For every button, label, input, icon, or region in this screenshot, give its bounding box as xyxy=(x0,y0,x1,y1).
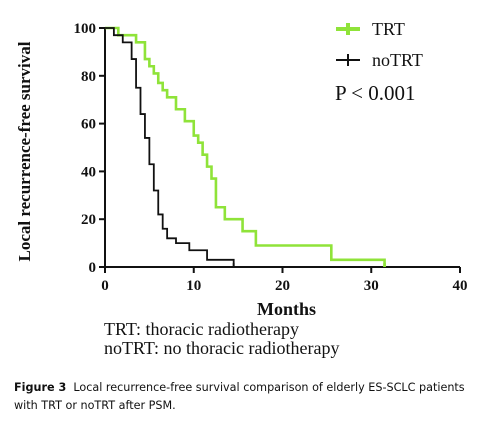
legend-label-trt: TRT xyxy=(372,19,405,39)
y-tick-label: 20 xyxy=(81,212,96,228)
y-tick-label: 60 xyxy=(81,117,96,133)
p-value-annotation: P < 0.001 xyxy=(335,81,416,105)
x-tick-label: 10 xyxy=(186,278,201,294)
survival-chart: 0 20 40 60 80 100 0 10 20 30 40 Months Local recurre… xyxy=(15,19,468,319)
x-tick-label: 40 xyxy=(453,278,468,294)
note-trt: TRT: thoracic radiotherapy xyxy=(104,319,299,339)
x-tick-label: 0 xyxy=(101,278,109,294)
y-tick-label: 80 xyxy=(81,69,96,85)
note-notrt: noTRT: no thoracic radiotherapy xyxy=(104,338,340,358)
y-tick-label: 100 xyxy=(74,21,97,37)
figure-caption: Figure 3 Local recurrence-free survival … xyxy=(14,379,470,415)
y-tick-label: 0 xyxy=(89,260,97,276)
series-line-notrt xyxy=(105,27,235,267)
series-line-trt xyxy=(105,26,386,267)
caption-label: Figure 3 xyxy=(14,381,67,394)
x-tick-label: 20 xyxy=(275,278,290,294)
legend-label-notrt: noTRT xyxy=(372,50,423,70)
caption-text: Local recurrence-free survival compariso… xyxy=(14,381,465,412)
x-axis-label: Months xyxy=(257,299,316,319)
abbreviation-notes: TRT: thoracic radiotherapy noTRT: no tho… xyxy=(104,320,339,358)
y-tick-label: 40 xyxy=(81,164,96,180)
y-axis-label: Local recurrence-free survival xyxy=(15,41,34,261)
x-tick-label: 30 xyxy=(364,278,379,294)
